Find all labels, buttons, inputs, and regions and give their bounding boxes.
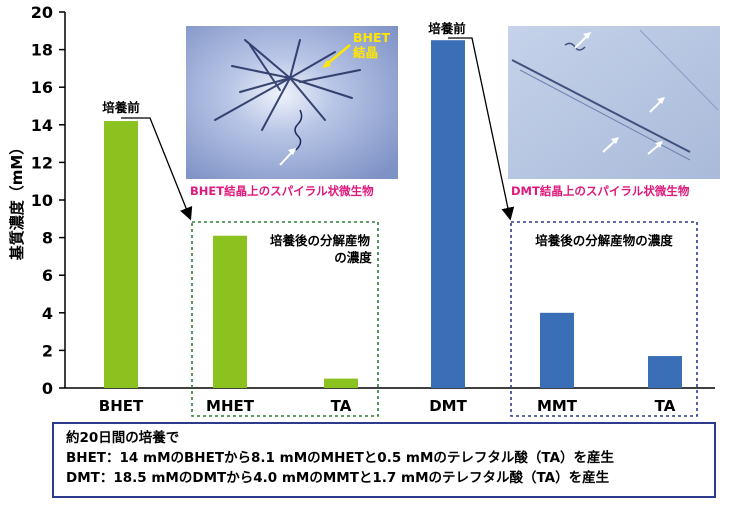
y-tick-label: 2 <box>42 341 53 360</box>
dmt-micrograph-caption: DMT結晶上のスパイラル状微生物 <box>511 184 690 198</box>
dmt-micrograph <box>508 26 720 179</box>
bhet-crystal-label-line2: 結晶 <box>353 45 379 60</box>
y-tick-label: 6 <box>42 266 53 285</box>
bar-ta-5 <box>648 356 682 388</box>
y-tick-label: 10 <box>31 191 53 210</box>
bar-ta-2 <box>324 378 358 388</box>
x-tick-label: DMT <box>429 397 467 415</box>
bhet-crystal-label: BHET 結晶 <box>353 30 390 60</box>
x-tick-label: MHET <box>206 397 255 415</box>
bar-dmt-3 <box>431 40 465 388</box>
bhet-crystal-label-line1: BHET <box>353 30 391 45</box>
bhet-micrograph <box>186 26 398 179</box>
x-tick-label: TA <box>655 397 676 415</box>
x-tick-labels: BHET MHET TA DMT MMT TA <box>99 397 676 415</box>
summary-box: 約20日間の培養で BHET：14 mMのBHETから8.1 mMのMHETと0… <box>52 422 716 498</box>
bar-bhet-0 <box>104 121 138 388</box>
x-tick-label: BHET <box>99 397 144 415</box>
y-axis: 0 2 4 6 8 10 12 14 16 18 20 <box>31 3 66 398</box>
annotation-before-dmt: 培養前 <box>428 21 466 36</box>
y-tick-label: 20 <box>31 3 53 22</box>
y-tick-label: 16 <box>31 78 53 97</box>
bhet-micrograph-caption: BHET結晶上のスパイラル状微生物 <box>190 184 374 198</box>
y-tick-label: 0 <box>42 379 53 398</box>
summary-line-3: DMT：18.5 mMのDMTから4.0 mMのMMTと1.7 mMのテレフタル… <box>66 470 610 486</box>
annotation-products-bhet-1: 培養後の分解産物 <box>270 233 371 248</box>
y-tick-label: 4 <box>42 304 53 323</box>
bhet-products-box <box>191 221 379 417</box>
y-tick-label: 18 <box>31 41 53 60</box>
y-tick-label: 14 <box>31 116 53 135</box>
bar-mmt-4 <box>540 312 574 388</box>
annotation-before-bhet: 培養前 <box>102 100 140 115</box>
summary-line-2: BHET：14 mMのBHETから8.1 mMのMHETと0.5 mMのテレフタ… <box>66 450 615 466</box>
arrow-bhet-to-products <box>121 117 193 221</box>
summary-line-1: 約20日間の培養で <box>66 430 180 446</box>
y-tick-label: 8 <box>42 229 53 248</box>
bar-mhet-1 <box>213 235 247 388</box>
bars-group <box>104 40 682 388</box>
y-tick-label: 12 <box>31 153 53 172</box>
y-axis-label: 基質濃度（mM） <box>8 140 26 262</box>
x-tick-label: TA <box>331 397 352 415</box>
annotation-products-dmt: 培養後の分解産物の濃度 <box>535 233 673 248</box>
annotation-products-bhet-2: の濃度 <box>334 250 372 265</box>
dmt-products-box <box>510 221 698 417</box>
x-tick-label: MMT <box>537 397 578 415</box>
arrow-dmt-to-products <box>448 37 515 221</box>
